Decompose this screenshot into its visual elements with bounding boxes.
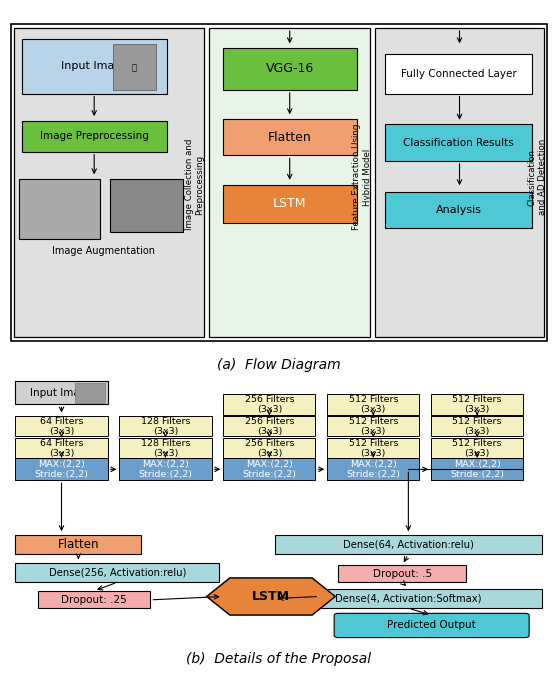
Text: LSTM: LSTM [273,197,306,210]
FancyBboxPatch shape [223,416,315,437]
Text: 512 Filters
(3x3): 512 Filters (3x3) [453,395,502,414]
Text: Dropout: .5: Dropout: .5 [373,569,432,579]
Text: Input Image: Input Image [30,388,93,398]
Text: MAX:(2,2)
Stride:(2,2): MAX:(2,2) Stride:(2,2) [35,460,89,479]
Text: 128 Filters
(3x3): 128 Filters (3x3) [141,417,190,436]
FancyBboxPatch shape [223,438,315,458]
FancyBboxPatch shape [431,438,523,458]
FancyBboxPatch shape [22,39,166,94]
Text: (a)  Flow Diagram: (a) Flow Diagram [217,358,341,371]
FancyBboxPatch shape [119,438,211,458]
FancyBboxPatch shape [431,416,523,437]
FancyBboxPatch shape [22,121,166,152]
Text: Feature Extraction Using
Hybrid Model: Feature Extraction Using Hybrid Model [352,124,372,231]
Text: Predicted Output: Predicted Output [387,621,476,630]
FancyBboxPatch shape [16,563,219,582]
Text: LSTM: LSTM [252,590,290,603]
Text: VGG-16: VGG-16 [266,63,314,75]
FancyBboxPatch shape [327,394,420,415]
FancyBboxPatch shape [16,417,108,437]
Text: Image Preprocessing: Image Preprocessing [40,131,148,142]
Text: 256 Filters
(3x3): 256 Filters (3x3) [244,439,294,458]
Text: Image Augmentation: Image Augmentation [52,247,155,256]
Text: Flatten: Flatten [268,131,311,144]
Text: 256 Filters
(3x3): 256 Filters (3x3) [244,395,294,414]
FancyBboxPatch shape [338,565,466,582]
FancyBboxPatch shape [223,185,357,222]
FancyBboxPatch shape [16,535,141,554]
FancyBboxPatch shape [327,438,420,458]
Text: 64 Filters
(3x3): 64 Filters (3x3) [40,439,83,458]
FancyBboxPatch shape [119,458,211,480]
Text: MAX:(2,2)
Stride:(2,2): MAX:(2,2) Stride:(2,2) [450,460,504,479]
FancyBboxPatch shape [110,179,182,232]
FancyBboxPatch shape [327,416,420,437]
Text: MAX:(2,2)
Stride:(2,2): MAX:(2,2) Stride:(2,2) [242,460,296,479]
Text: 512 Filters
(3x3): 512 Filters (3x3) [349,439,398,458]
Text: MAX:(2,2)
Stride:(2,2): MAX:(2,2) Stride:(2,2) [347,460,400,479]
FancyBboxPatch shape [223,394,315,415]
Text: Dense(64, Activation:relu): Dense(64, Activation:relu) [343,540,474,549]
FancyBboxPatch shape [19,179,99,239]
Text: 64 Filters
(3x3): 64 Filters (3x3) [40,417,83,436]
FancyBboxPatch shape [14,28,204,338]
FancyBboxPatch shape [431,458,523,480]
Text: (b)  Details of the Proposal: (b) Details of the Proposal [186,652,372,666]
FancyBboxPatch shape [384,125,532,161]
FancyBboxPatch shape [384,192,532,228]
FancyBboxPatch shape [119,417,211,437]
FancyBboxPatch shape [113,44,156,90]
Text: Dense(256, Activation:relu): Dense(256, Activation:relu) [49,568,186,578]
Text: MAX:(2,2)
Stride:(2,2): MAX:(2,2) Stride:(2,2) [138,460,193,479]
FancyBboxPatch shape [327,458,420,480]
Text: 512 Filters
(3x3): 512 Filters (3x3) [453,417,502,436]
Text: Fully Connected Layer: Fully Connected Layer [401,69,516,79]
Polygon shape [206,578,335,615]
Text: 🧠: 🧠 [132,63,137,73]
Text: 256 Filters
(3x3): 256 Filters (3x3) [244,417,294,436]
FancyBboxPatch shape [16,438,108,458]
Text: Flatten: Flatten [57,538,99,551]
Text: Classification Results: Classification Results [403,137,514,148]
FancyBboxPatch shape [223,458,315,480]
FancyBboxPatch shape [431,394,523,415]
FancyBboxPatch shape [16,458,108,480]
Text: Dense(4, Activation:Softmax): Dense(4, Activation:Softmax) [335,594,482,603]
FancyBboxPatch shape [11,24,547,341]
Text: Input Image: Input Image [60,61,128,71]
Text: 128 Filters
(3x3): 128 Filters (3x3) [141,439,190,458]
FancyBboxPatch shape [223,48,357,90]
Text: 512 Filters
(3x3): 512 Filters (3x3) [349,395,398,414]
Text: Dropout: .25: Dropout: .25 [61,595,127,605]
Text: Classification
and AD Detection: Classification and AD Detection [527,139,547,216]
FancyBboxPatch shape [16,381,108,404]
Text: Analysis: Analysis [435,205,482,215]
Text: Image Collection and
Preprocessing: Image Collection and Preprocessing [185,139,204,231]
Text: 512 Filters
(3x3): 512 Filters (3x3) [349,417,398,436]
FancyBboxPatch shape [209,28,370,338]
FancyBboxPatch shape [334,613,529,638]
FancyBboxPatch shape [223,119,357,156]
FancyBboxPatch shape [384,53,532,94]
FancyBboxPatch shape [275,535,542,554]
FancyBboxPatch shape [275,589,542,608]
FancyBboxPatch shape [75,384,105,403]
Text: 512 Filters
(3x3): 512 Filters (3x3) [453,439,502,458]
FancyBboxPatch shape [376,28,544,338]
FancyBboxPatch shape [38,592,151,608]
